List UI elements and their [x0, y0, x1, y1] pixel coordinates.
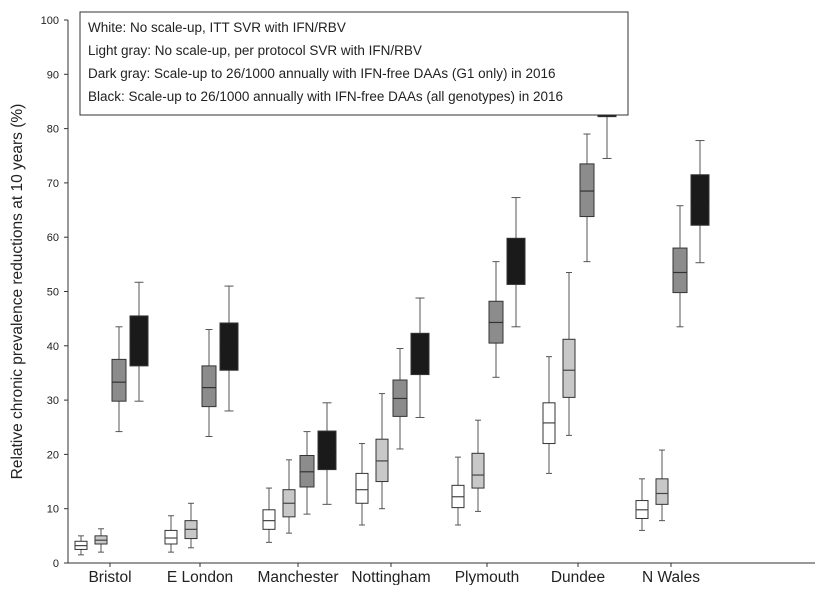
legend-entry: Black: Scale-up to 26/1000 annually with… [88, 89, 563, 104]
y-tick-label: 10 [47, 504, 59, 516]
x-category-label: N Wales [642, 569, 700, 585]
y-tick-label: 90 [47, 69, 59, 81]
x-category-label: Bristol [88, 569, 131, 585]
box [579, 163, 595, 218]
box [471, 452, 485, 489]
x-category-label: Dundee [551, 569, 605, 585]
y-tick-label: 60 [47, 232, 59, 244]
box [317, 430, 337, 471]
y-tick-label: 100 [41, 15, 59, 27]
legend-entry: Light gray: No scale-up, per protocol SV… [88, 43, 422, 58]
legend-box [79, 11, 629, 116]
legend-entry: Dark gray: Scale-up to 26/1000 annually … [88, 66, 555, 81]
box [655, 478, 669, 505]
y-tick-label: 0 [53, 558, 59, 570]
box [262, 509, 276, 530]
legend-entry: White: No scale-up, ITT SVR with IFN/RBV [88, 20, 346, 35]
box [111, 358, 127, 402]
box [164, 529, 178, 545]
x-category-label: Nottingham [351, 569, 430, 585]
y-tick-label: 40 [47, 341, 59, 353]
y-tick-label: 70 [47, 178, 59, 190]
box [355, 472, 369, 504]
y-tick-label: 30 [47, 395, 59, 407]
box [562, 338, 576, 398]
y-axis-label: Relative chronic prevalence reductions a… [9, 104, 26, 480]
x-category-label: Manchester [258, 569, 339, 585]
box [672, 247, 688, 294]
y-tick-label: 50 [47, 287, 59, 299]
x-category-label: E London [167, 569, 233, 585]
x-category-label: Plymouth [455, 569, 520, 585]
y-tick-label: 20 [47, 449, 59, 461]
box [201, 365, 217, 408]
y-tick-label: 80 [47, 124, 59, 136]
